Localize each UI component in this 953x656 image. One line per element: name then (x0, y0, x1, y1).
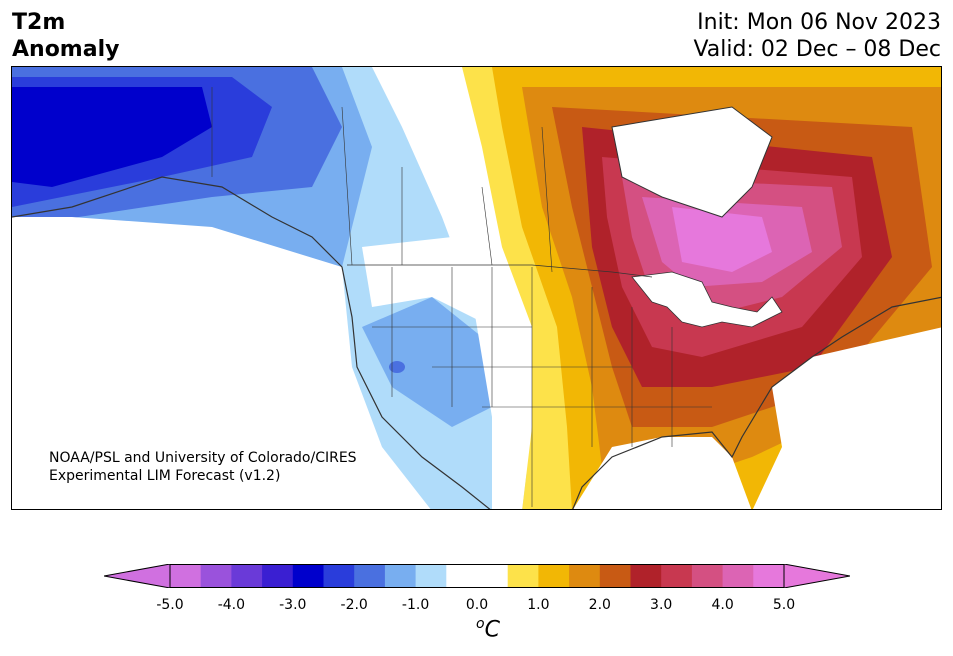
credit-line-1: NOAA/PSL and University of Colorado/CIRE… (49, 450, 357, 466)
map-title: T2m Anomaly (12, 9, 119, 63)
colorbar-tick-label: 5.0 (772, 597, 796, 613)
colorbar-segment (569, 564, 601, 588)
colorbar-segment (477, 564, 509, 588)
colorbar-segment (170, 564, 202, 588)
coastline (12, 176, 491, 509)
state-borders (372, 267, 712, 507)
colorbar-segment (507, 564, 539, 588)
colorbar-segment (753, 564, 785, 588)
colorbar-segment (262, 564, 294, 588)
colorbar-segment (691, 564, 724, 588)
colorbar-unit: oC (476, 616, 500, 642)
colorbar-svg (103, 563, 851, 589)
atlantic-ocean (752, 327, 941, 509)
colorbar-tick-label: -1.0 (401, 597, 430, 613)
title-line-2: Anomaly (12, 37, 120, 62)
colorbar-segment (384, 564, 417, 588)
colorbar-extend-high (783, 563, 851, 589)
pacific-ocean (12, 217, 431, 509)
colorbar-segment (354, 564, 386, 588)
colorbar-segment (446, 564, 478, 588)
province-borders (211, 87, 553, 273)
anomaly-neutral-central (362, 237, 512, 337)
colorbar (103, 563, 851, 592)
colorbar-tick-label: -5.0 (156, 597, 184, 613)
colorbar-segment (200, 564, 232, 588)
colorbar-segment (415, 564, 447, 588)
colorbar-border (169, 564, 785, 588)
credit-text: NOAA/PSL and University of Colorado/CIRE… (49, 449, 357, 485)
colorbar-segment (661, 564, 693, 588)
colorbar-segment (599, 564, 631, 588)
hudson-bay (612, 107, 772, 217)
colorbar-tick-label: 1.0 (527, 597, 550, 613)
temperature-anomaly-map (11, 66, 942, 510)
anomaly-strong-cold-core (12, 87, 212, 187)
colorbar-segment (538, 564, 570, 588)
colorbar-tick-label: -2.0 (340, 597, 368, 613)
colorbar-segment (630, 564, 662, 588)
unit-degree-symbol: o (476, 616, 485, 632)
coastline-east (572, 296, 941, 509)
colorbar-tick-label: 3.0 (650, 597, 673, 613)
map-svg (12, 67, 941, 509)
title-line-1: T2m (12, 10, 66, 35)
colorbar-segment (231, 564, 263, 588)
colorbar-segment (722, 564, 754, 588)
colorbar-segment (323, 564, 355, 588)
great-lakes (631, 271, 783, 328)
colorbar-tick-label: -4.0 (217, 597, 246, 613)
anomaly-sw-cool (362, 297, 492, 427)
anomaly-magenta (672, 207, 772, 272)
us-canada-border (347, 264, 653, 278)
credit-line-2: Experimental LIM Forecast (v1.2) (49, 468, 281, 484)
unit-letter: C (484, 617, 500, 643)
init-date: Init: Mon 06 Nov 2023 (697, 10, 941, 35)
colorbar-extend-low (103, 563, 171, 589)
colorbar-tick-label: 4.0 (711, 597, 734, 613)
hudson-bay-shore (611, 106, 773, 218)
colorbar-tick-label: 0.0 (465, 597, 489, 613)
forecast-dates: Init: Mon 06 Nov 2023 Valid: 02 Dec – 08… (693, 9, 941, 63)
colorbar-segment (292, 564, 324, 588)
colorbar-tick-label: -3.0 (279, 597, 307, 613)
anomaly-sw-core (389, 361, 405, 373)
valid-date: Valid: 02 Dec – 08 Dec (693, 37, 941, 62)
colorbar-tick-label: 2.0 (588, 597, 611, 613)
